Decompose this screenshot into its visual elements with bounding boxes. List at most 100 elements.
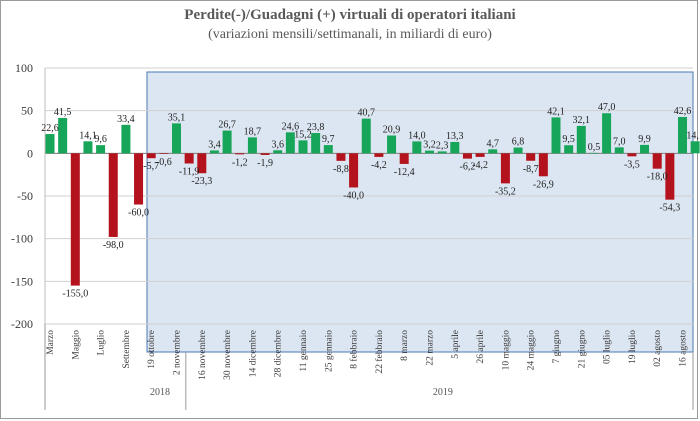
bar [412,141,422,154]
data-label: -54,3 [659,203,680,214]
y-tick-label: 50 [21,104,33,118]
bar [134,153,144,205]
bar [361,118,371,154]
bar [172,123,181,154]
data-label: -11,9 [179,166,199,177]
x-tick-label: 14 dicembre [248,330,258,377]
bar [273,150,283,154]
year-label: 2018 [150,387,170,398]
bar [399,153,409,164]
data-label: 40,7 [358,108,376,119]
bar [652,153,662,169]
x-tick-label: 21 giugno [577,330,587,369]
x-tick-label: 19 ottobre [147,330,157,369]
y-tick-label: 100 [15,61,33,75]
x-tick-label: Marzo [46,330,56,355]
chart-subtitle: (variazioni mensili/settimanali, in mili… [208,27,492,42]
bar [576,125,586,154]
bar [235,153,245,155]
data-label: 32,1 [573,115,591,126]
x-tick-label: 5 aprile [451,330,461,359]
x-tick-label: 28 dicembre [274,330,284,377]
data-label: 20,9 [383,124,401,135]
data-label: 3,4 [208,139,221,150]
data-label: 35,1 [168,112,186,123]
data-label: 33,4 [117,114,135,125]
x-tick-label: 16 novembre [198,330,208,380]
bar [197,153,207,174]
y-axis: 100 50 0 -50 -100 -150 -200 [11,61,33,331]
x-tick-label: Luglio [97,330,107,356]
y-tick-label: 0 [27,146,33,160]
x-tick-label: 02 agosto [653,330,663,367]
x-tick-label: 11 gennaio [299,330,309,372]
bar [614,147,624,154]
data-label: -8,8 [333,164,349,175]
data-label: 3,6 [271,139,284,150]
chart-title: Perdite(-)/Guadagni (+) virtuali di oper… [184,7,516,23]
data-label: -98,0 [103,240,124,251]
data-label: 3,2 [423,140,436,151]
shaded-period-area [146,71,694,353]
data-label: 42,6 [674,106,692,117]
data-label: 14,1 [686,130,700,141]
data-label: -18,0 [647,172,668,183]
x-axis: Marzo Maggio Luglio Settembre 19 ottobre 2 no… [46,330,689,380]
bar [665,153,675,200]
y-tick-label: -50 [17,189,33,203]
bar [640,144,650,154]
bar [564,145,574,154]
data-label: 22,6 [41,123,59,134]
bar [678,116,687,154]
bar [58,117,68,154]
bar [260,153,270,155]
data-label: 4,7 [487,138,500,149]
data-label: -35,2 [495,186,516,197]
bar [146,153,156,159]
bar [450,141,460,154]
data-label: 18,7 [244,126,262,137]
bar [70,153,80,286]
x-tick-label: 7 giugno [552,330,562,364]
data-label: -23,3 [191,176,212,187]
data-label: -6,2 [460,162,476,173]
data-label: 6,8 [512,137,525,148]
bar [425,150,434,154]
x-tick-label: 19 luglio [628,330,638,364]
shaded-period [146,71,694,353]
data-label: 9,7 [322,134,335,145]
bar [538,153,548,177]
x-tick-label: 10 maggio [501,330,511,371]
bar [184,153,194,164]
data-label: 13,3 [446,131,464,142]
x-tick-label: 22 febbraio [374,330,385,374]
bar [627,153,637,157]
bar [247,137,257,154]
data-label: 23,8 [307,122,325,133]
data-label: 14,0 [408,130,426,141]
bar [121,124,131,154]
data-labels: 22,641,5-155,014,19,6-98,033,4-60,0-5,7-… [41,102,700,299]
bar [551,117,561,154]
bar [387,135,397,154]
bar [222,130,232,154]
data-label: 0,5 [588,142,601,153]
data-label: 47,0 [598,102,616,113]
data-label: 15,2 [294,129,312,140]
data-label: -1,2 [232,157,248,168]
data-label: -0,6 [156,157,172,168]
bar [462,153,472,159]
data-label: -60,0 [128,208,149,219]
data-label: -40,0 [343,190,364,201]
data-label: -12,4 [394,167,415,178]
bar [437,151,447,154]
bar [108,153,118,237]
bar [45,134,55,154]
bar [526,153,536,161]
bar [374,153,384,157]
bar [349,153,359,188]
data-label: -3,5 [624,159,640,170]
y-tick-label: -100 [11,232,33,246]
